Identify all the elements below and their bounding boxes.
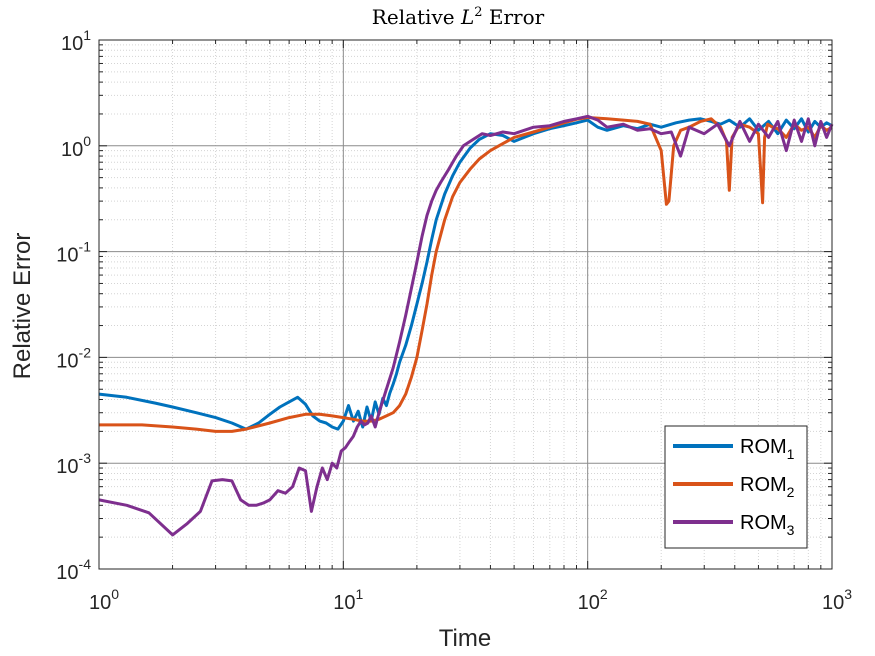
axes-box <box>98 39 833 570</box>
series-layer <box>98 114 834 537</box>
legend-entry-rom2: ROM2 <box>673 474 795 500</box>
legend-entry-rom3: ROM3 <box>673 512 795 538</box>
legend-entry-rom1: ROM1 <box>673 436 795 462</box>
chart-title: Relative L2 Error <box>372 5 545 29</box>
y-tick-labels: 10-4 10-3 10-2 10-1 100 101 <box>56 27 91 584</box>
y-tick-label: 101 <box>61 27 91 55</box>
x-tick-label: 103 <box>822 586 852 614</box>
x-axis-label: Time <box>439 625 491 652</box>
legend: ROM1 ROM2 ROM3 <box>664 425 808 549</box>
y-tick-label: 100 <box>61 133 91 161</box>
series-line-rom3 <box>98 114 834 537</box>
minor-grid <box>99 40 832 569</box>
y-tick-label: 10-4 <box>56 556 91 584</box>
title-symbol: L <box>460 5 474 29</box>
x-tick-label: 100 <box>89 586 119 614</box>
y-tick-label: 10-3 <box>56 450 91 478</box>
legend-label-rom2: ROM2 <box>740 474 795 500</box>
series-line-rom1 <box>98 117 833 431</box>
title-suffix: Error <box>483 5 545 29</box>
series-line-rom2 <box>99 116 833 433</box>
y-tick-label: 10-1 <box>56 239 91 267</box>
x-tick-label: 101 <box>333 586 363 614</box>
title-prefix: Relative <box>372 5 461 29</box>
x-tick-labels: 100 101 102 103 <box>89 586 852 614</box>
legend-label-rom1: ROM1 <box>740 436 795 462</box>
tick-marks <box>98 39 833 570</box>
y-tick-label: 10-2 <box>56 344 91 372</box>
title-exponent: 2 <box>474 5 482 20</box>
x-tick-label: 102 <box>578 586 608 614</box>
y-axis-label: Relative Error <box>9 233 36 380</box>
legend-label-rom3: ROM3 <box>740 512 795 538</box>
